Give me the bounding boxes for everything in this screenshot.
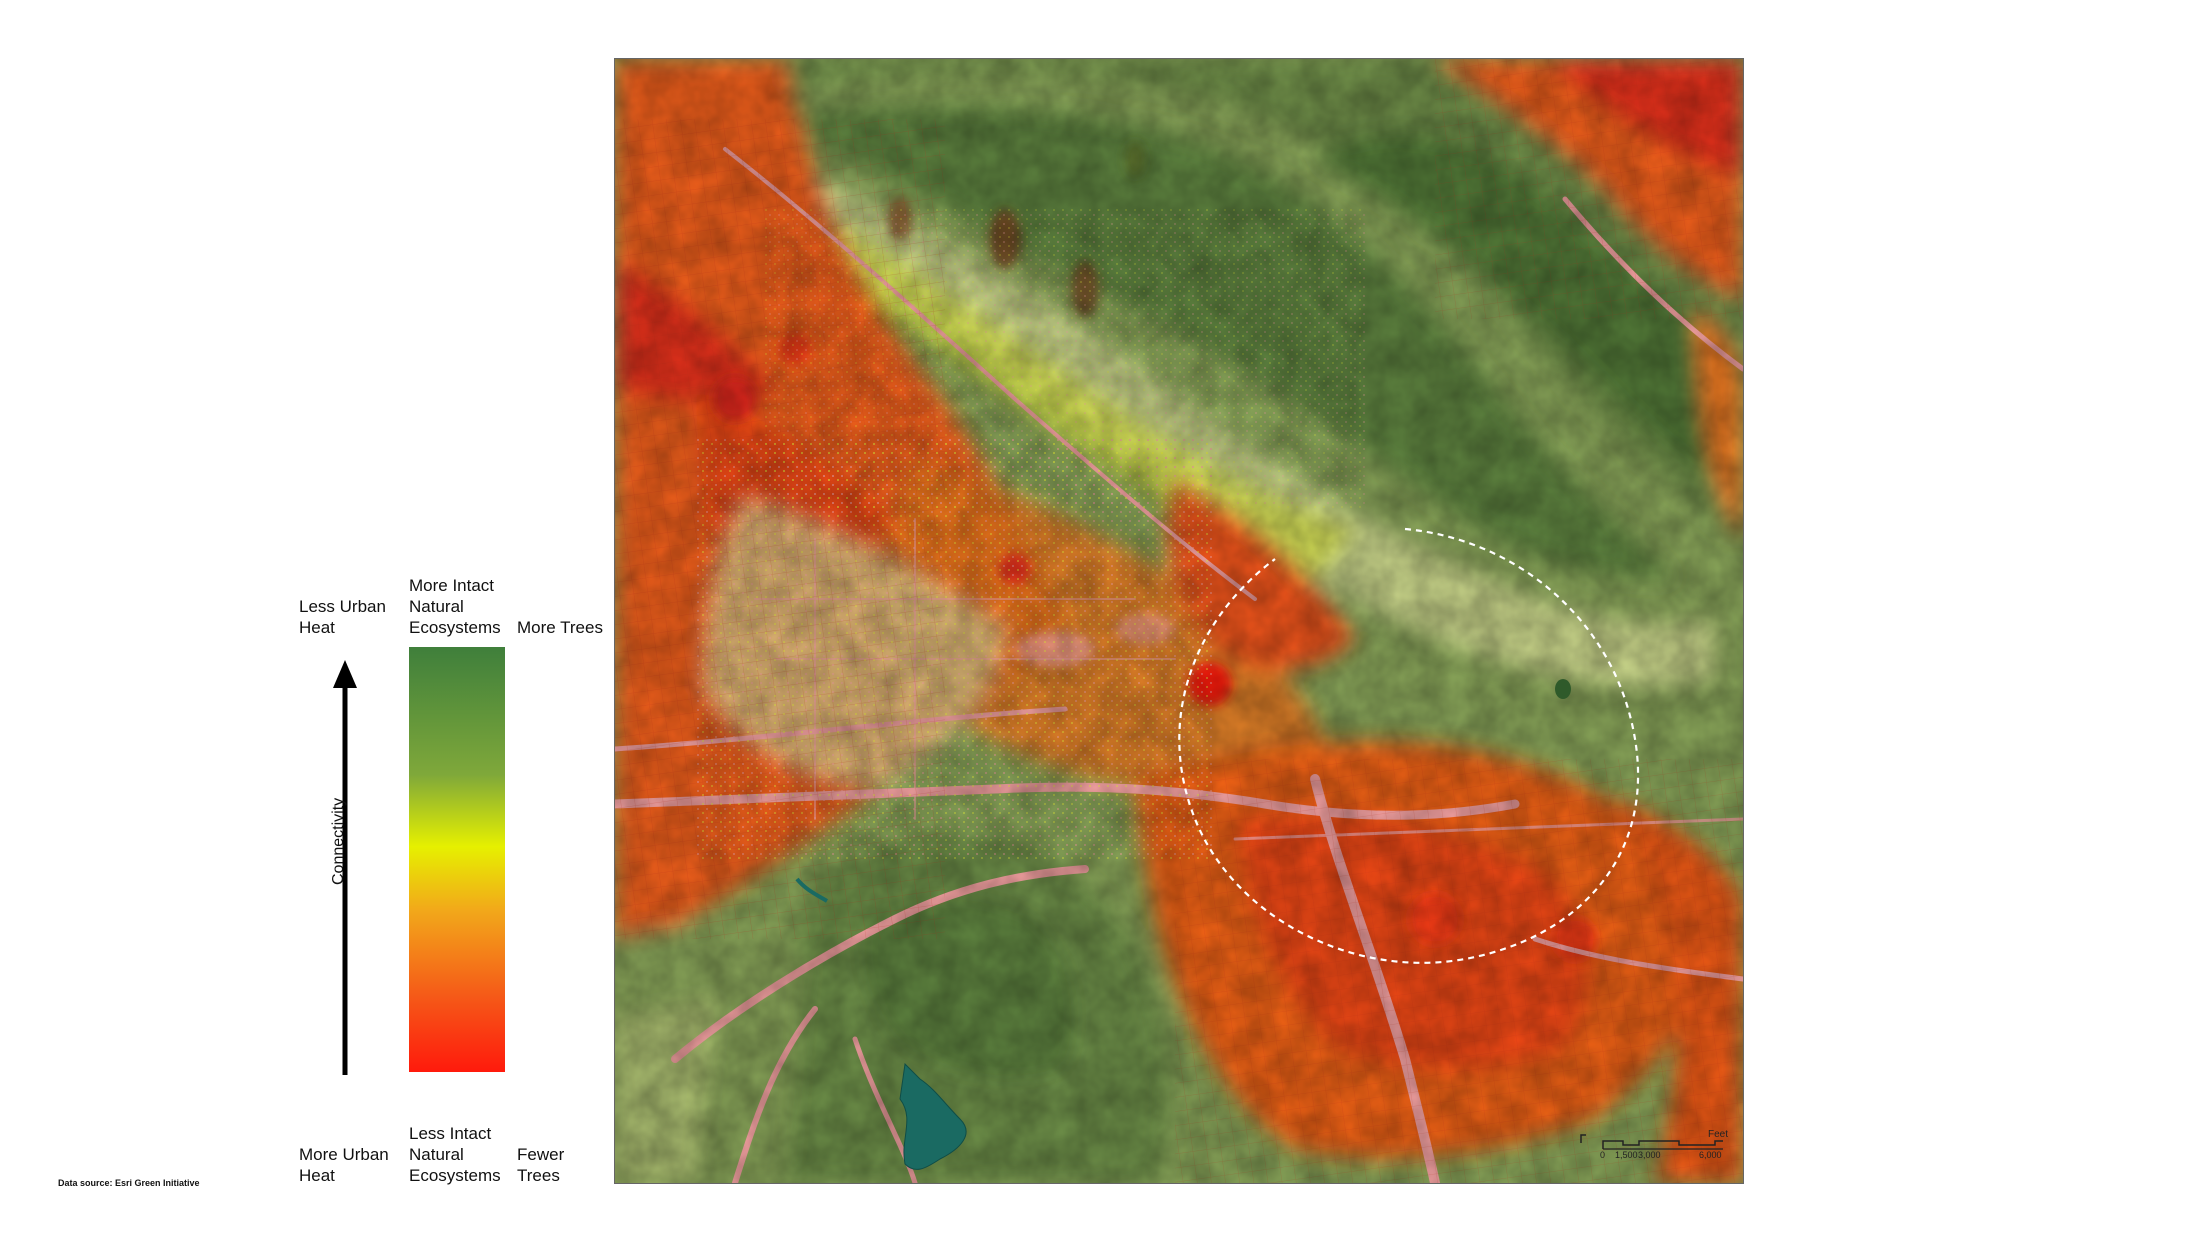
connectivity-axis-label: Connectivity <box>330 797 347 885</box>
connectivity-arrow-icon <box>333 660 357 1075</box>
study-area-dashed-circle <box>1178 527 1640 964</box>
scalebar-tick-1500: 1,500 <box>1615 1150 1638 1160</box>
map-scalebar <box>1580 1134 1723 1150</box>
legend-label-less-intact-ecosystems: Less Intact Natural Ecosystems <box>409 1124 501 1185</box>
scalebar-tick-3000: 3,000 <box>1638 1150 1661 1160</box>
legend-label-less-urban-heat: Less Urban Heat <box>299 597 386 637</box>
reservoir-shape <box>899 1062 967 1170</box>
scalebar-tick-6000: 6,000 <box>1699 1150 1722 1160</box>
scalebar-tick-0: 0 <box>1600 1150 1606 1160</box>
scalebar-unit: Feet <box>1708 1129 1729 1140</box>
heat-ecosystem-map: Feet 0 1,500 3,000 6,000 <box>614 58 1744 1184</box>
map-canvas <box>615 59 1743 1183</box>
legend-label-more-trees: More Trees <box>517 618 603 637</box>
data-source-note: Data source: Esri Green Initiative <box>58 1178 200 1188</box>
legend-label-more-urban-heat: More Urban Heat <box>299 1145 389 1185</box>
legend-label-fewer-trees: Fewer Trees <box>517 1145 565 1185</box>
legend-gradient-bar <box>409 647 505 1072</box>
legend-label-more-intact-ecosystems: More Intact Natural Ecosystems <box>409 576 501 637</box>
